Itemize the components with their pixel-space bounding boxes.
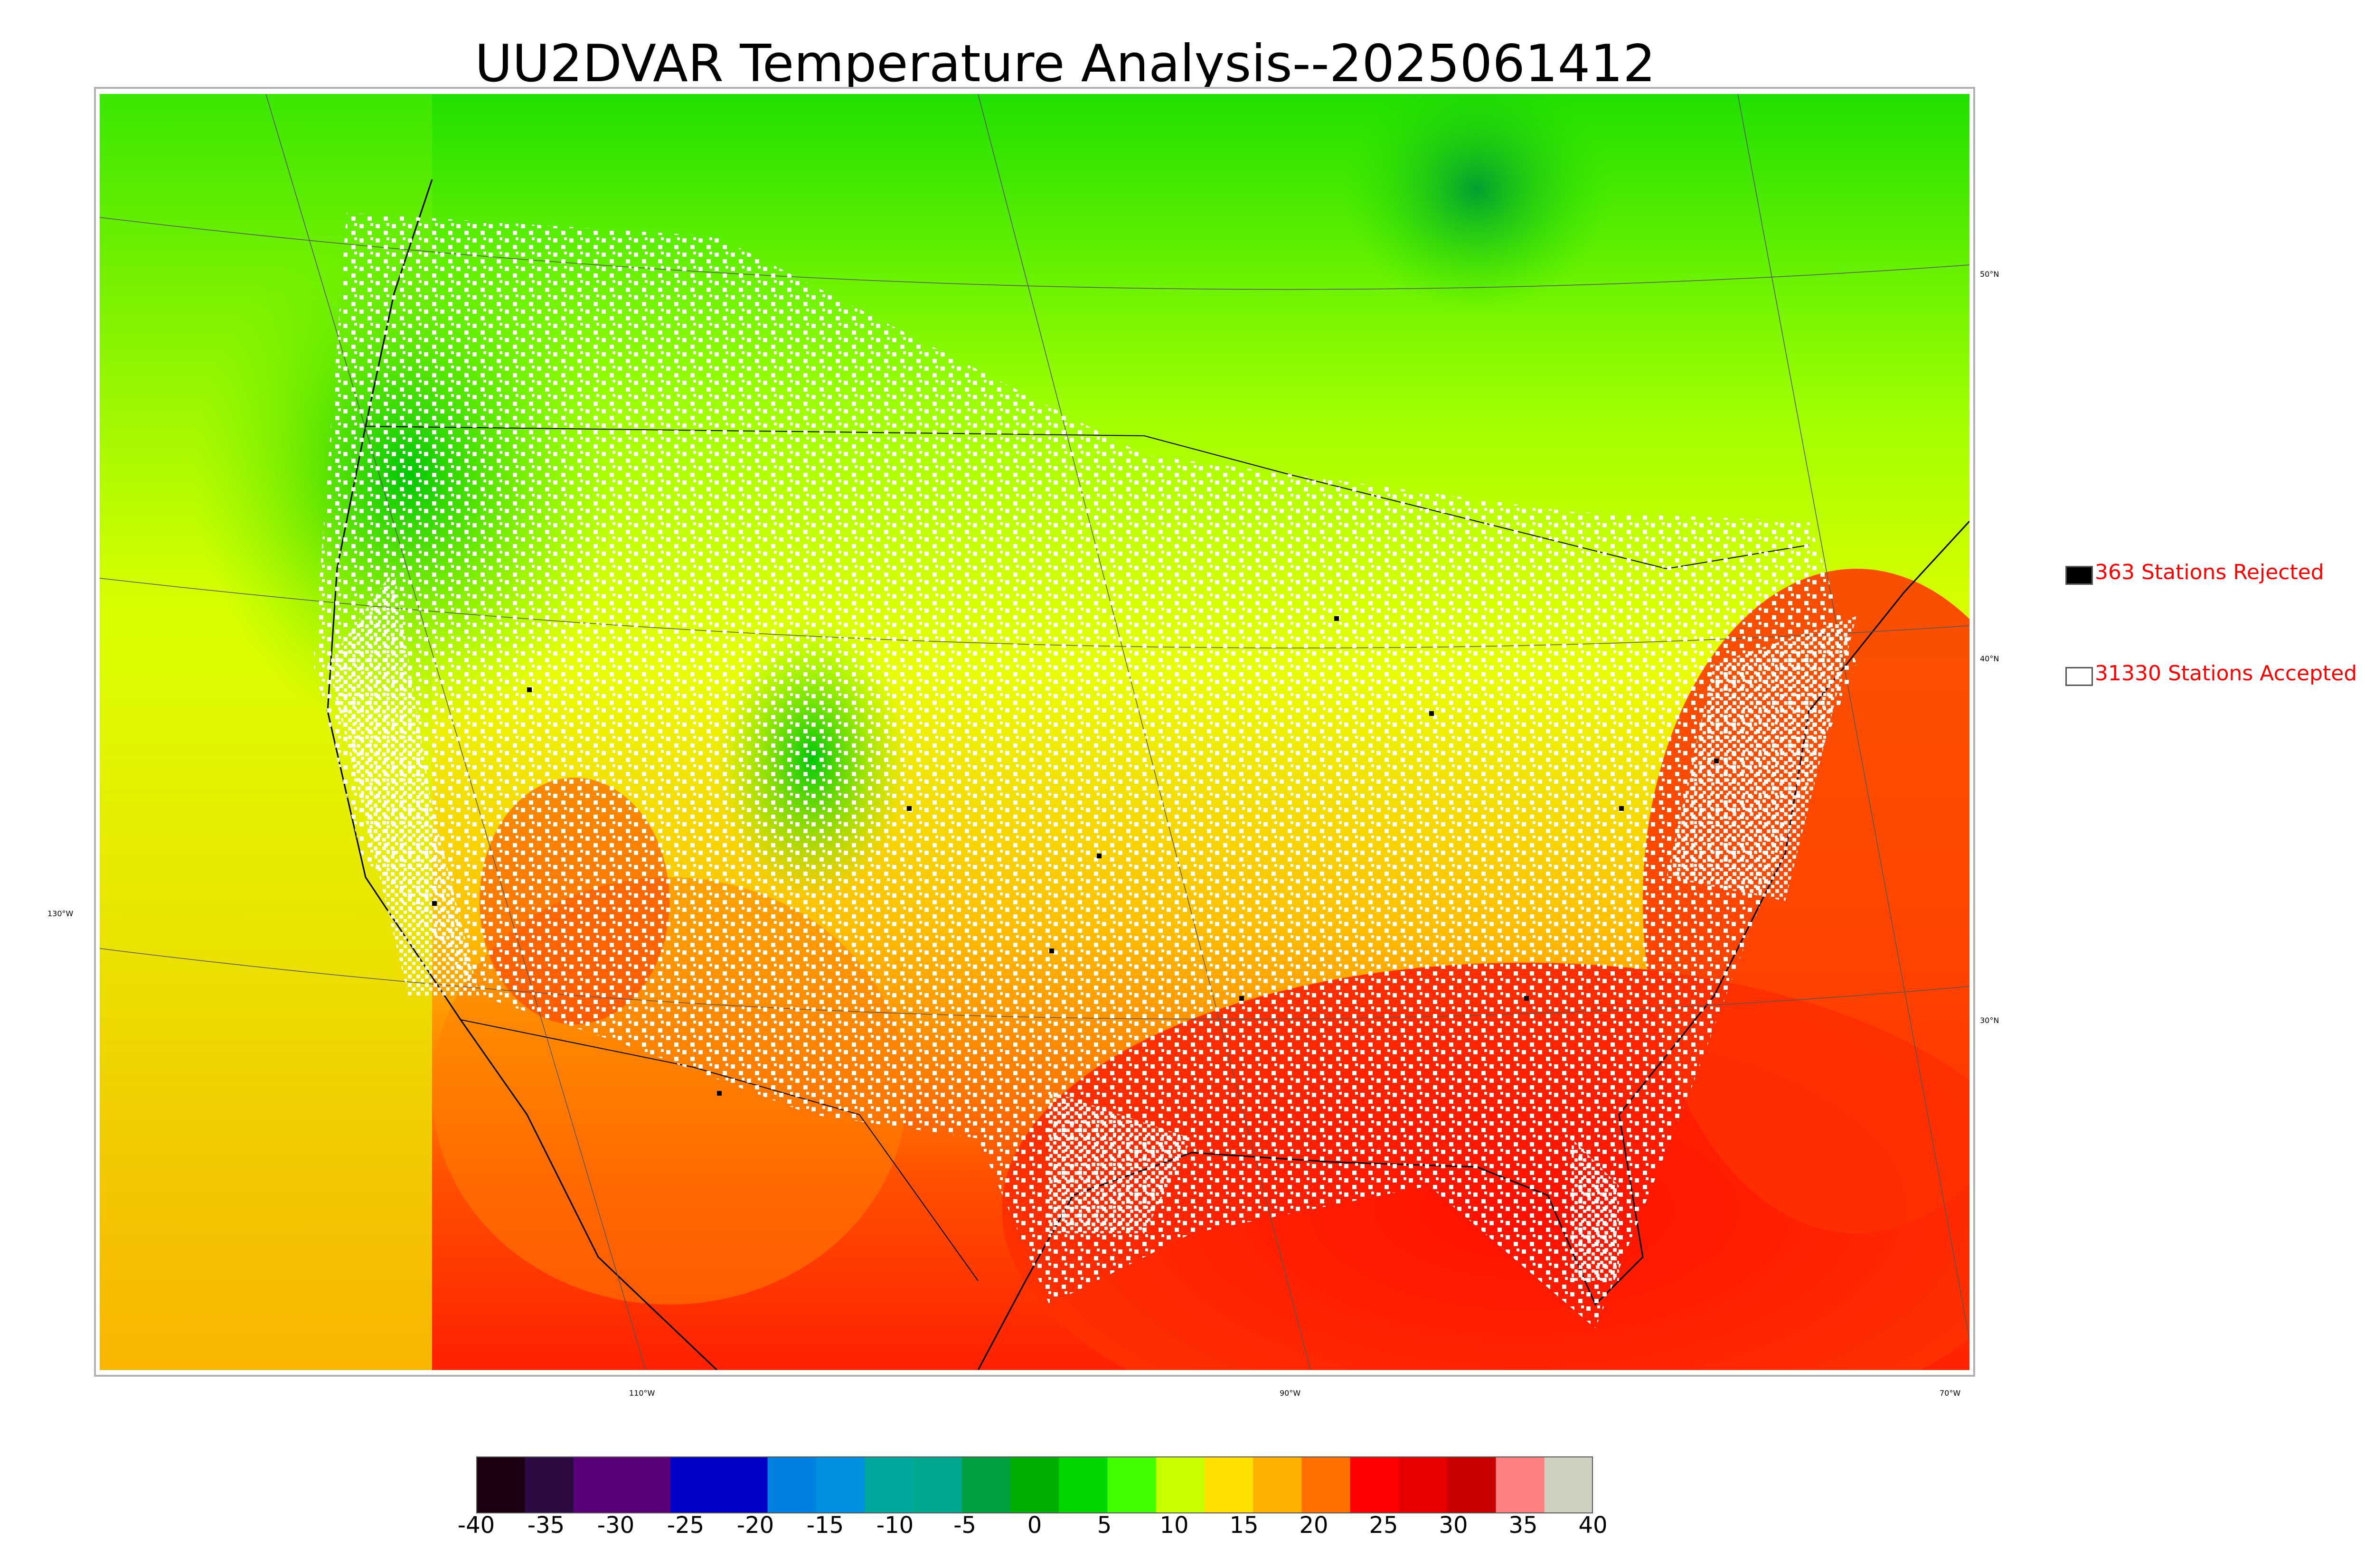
colorbar bbox=[476, 1456, 1593, 1513]
colorbar-segment bbox=[1301, 1456, 1351, 1513]
colorbar-segment bbox=[1496, 1456, 1545, 1513]
accepted-label: 31330 Stations Accepted bbox=[2095, 661, 2357, 685]
colorbar-tick-label: -30 bbox=[597, 1512, 635, 1539]
colorbar-segment bbox=[573, 1456, 622, 1513]
lon-label-130w: 130°W bbox=[47, 909, 74, 918]
colorbar-segment bbox=[1059, 1456, 1108, 1513]
colorbar-segment bbox=[1204, 1456, 1254, 1513]
temperature-map[interactable] bbox=[100, 94, 1969, 1370]
colorbar-segment bbox=[767, 1456, 817, 1513]
lat-label-50n: 50°N bbox=[1980, 270, 1999, 279]
hudson-bay-cool-region bbox=[1344, 94, 1610, 312]
colorbar-segment bbox=[719, 1456, 768, 1513]
colorbar-segment bbox=[670, 1456, 720, 1513]
colorbar-segment bbox=[1447, 1456, 1497, 1513]
colorbar-tick-label: -15 bbox=[806, 1512, 844, 1539]
lon-label-110w: 110°W bbox=[629, 1389, 655, 1398]
lon-label-90w: 90°W bbox=[1280, 1389, 1301, 1398]
colorbar-tick-label: -5 bbox=[953, 1512, 976, 1539]
colorbar-segment bbox=[1544, 1456, 1593, 1513]
colorbar-tick-label: -20 bbox=[736, 1512, 774, 1539]
stations-accepted-dense bbox=[328, 569, 1856, 1281]
rejected-label: 363 Stations Rejected bbox=[2095, 560, 2324, 584]
colorbar-tick-label: 25 bbox=[1369, 1512, 1398, 1539]
colorbar-segment bbox=[1398, 1456, 1448, 1513]
colorbar-segment bbox=[865, 1456, 914, 1513]
colorbar-tick-label: -35 bbox=[527, 1512, 565, 1539]
colorbar-tick-label: 30 bbox=[1439, 1512, 1468, 1539]
colorbar-segment bbox=[1107, 1456, 1157, 1513]
colorbar-segment bbox=[816, 1456, 866, 1513]
colorbar-segment bbox=[525, 1456, 574, 1513]
colorbar-segment bbox=[913, 1456, 962, 1513]
colorbar-tick-label: -40 bbox=[457, 1512, 495, 1539]
colorbar-segment bbox=[961, 1456, 1011, 1513]
stations-rejected bbox=[432, 616, 1719, 1096]
colorbar-segment bbox=[1350, 1456, 1399, 1513]
lat-label-30n: 30°N bbox=[1980, 1016, 1999, 1025]
rejected-swatch bbox=[2065, 566, 2093, 585]
colorbar-tick-label: 15 bbox=[1229, 1512, 1259, 1539]
stations-accepted bbox=[313, 213, 1856, 1328]
colorbar-segment bbox=[1156, 1456, 1205, 1513]
colorbar-tick-label: 0 bbox=[1027, 1512, 1042, 1539]
map-title: UU2DVAR Temperature Analysis--2025061412 bbox=[475, 34, 1656, 94]
colorbar-tick-label: 10 bbox=[1159, 1512, 1189, 1539]
colorbar-tick-label: 35 bbox=[1508, 1512, 1538, 1539]
colorbar-segment bbox=[476, 1456, 526, 1513]
lon-label-70w: 70°W bbox=[1940, 1389, 1961, 1398]
colorbar-segment bbox=[622, 1456, 671, 1513]
accepted-swatch bbox=[2065, 667, 2093, 686]
colorbar-tick-label: -10 bbox=[876, 1512, 914, 1539]
colorbar-tick-label: 40 bbox=[1578, 1512, 1608, 1539]
colorbar-tick-label: -25 bbox=[667, 1512, 705, 1539]
colorbar-segment bbox=[1010, 1456, 1060, 1513]
lat-label-40n: 40°N bbox=[1980, 654, 1999, 663]
colorbar-tick-label: 5 bbox=[1097, 1512, 1112, 1539]
colorbar-segment bbox=[1253, 1456, 1302, 1513]
colorbar-tick-label: 20 bbox=[1299, 1512, 1328, 1539]
